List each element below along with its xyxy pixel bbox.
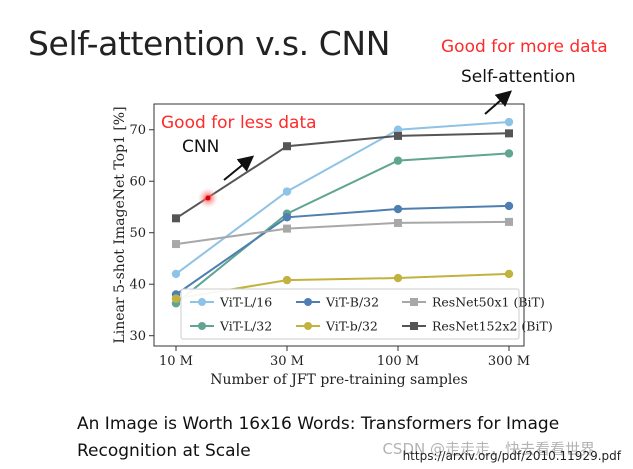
legend-marker [304,322,312,330]
series-line [175,220,510,246]
data-point [504,269,514,279]
data-point [172,214,180,223]
legend-marker [410,298,418,306]
data-point [283,142,291,151]
data-point [171,294,181,303]
series-resnet50x1-bit-4 [172,217,513,249]
series-line [175,132,510,220]
legend-item-vit-l-32: ViT-L/32 [190,319,272,334]
data-point [172,240,180,249]
data-point [394,131,402,140]
legend-item-vit-b-32: ViT-B/32 [296,295,379,310]
data-point [505,129,513,138]
data-point [283,224,291,233]
legend-marker [410,322,418,330]
x-tick-label: 300 M [488,354,530,369]
y-tick-label: 60 [129,175,146,190]
y-tick-label: 30 [129,329,146,344]
watermark: CSDN @走走走，快去看看世界 [382,440,595,458]
caption-line-2: Recognition at Scale [77,441,251,461]
caption-line-1: An Image is Worth 16x16 Words: Transform… [77,414,560,434]
data-point [394,218,402,227]
legend-label: ViT-b/32 [325,319,378,334]
legend-item-vit-b-32: ViT-b/32 [296,319,378,334]
y-tick-label: 70 [129,123,146,138]
data-point [504,117,514,127]
cnn-arrow [223,155,255,181]
y-tick-label: 40 [129,278,146,293]
legend-box [180,288,520,340]
legend-item-vit-l-16: ViT-L/16 [190,295,272,310]
data-point [393,204,403,214]
data-point [171,269,181,279]
y-tick-label: 50 [129,226,146,241]
data-point [504,149,514,158]
legend-item-resnet50x1-bit: ResNet50x1 (BiT) [402,295,545,310]
paper-url: https://arxiv.org/pdf/2010.11929.pdf [402,449,621,463]
series-vit-b-32-2 [171,201,514,299]
cursor-dot [205,195,211,201]
note-cnn: CNN [182,137,220,157]
legend: ViT-L/16 ViT-B/32 ResNet50x1 (BiT) ViT-L/32… [180,288,553,340]
note-good-for-more-data: Good for more data [441,37,608,57]
series-resnet152x2-bit-5 [172,129,513,223]
data-point [393,273,403,283]
data-point [504,201,514,211]
series-line [175,204,510,296]
y-axis-label: Linear 5-shot ImageNet Top1 [%] [112,106,128,343]
x-tick-label: 100 M [377,354,419,369]
legend-label: ResNet50x1 (BiT) [432,295,545,310]
legend-marker [198,298,206,306]
series-line [175,121,510,275]
legend-item-resnet152x2-bit: ResNet152x2 (BiT) [402,319,553,334]
legend-marker [198,322,206,330]
note-self-attention: Self-attention [461,67,576,87]
legend-label: ResNet152x2 (BiT) [432,319,553,334]
note-good-for-less-data: Good for less data [161,113,317,133]
data-point [505,217,513,226]
x-tick-label: 10 M [159,354,193,369]
legend-label: ViT-B/32 [325,295,379,310]
legend-label: ViT-L/16 [219,295,272,310]
x-axis-label: Number of JFT pre-training samples [210,372,468,388]
legend-label: ViT-L/32 [219,319,272,334]
self-attention-arrow [484,90,513,115]
data-point [282,213,292,222]
legend-marker [304,298,312,306]
data-point [282,187,292,196]
series-line [175,152,510,305]
y-axis: 30 40 50 60 70 [129,123,154,344]
series-vit-l-16-0 [171,117,514,279]
x-tick-label: 30 M [270,354,304,369]
data-point [393,156,403,165]
x-axis: 10 M 30 M 100 M 300 M [159,346,530,369]
slide-title: Self-attention v.s. CNN [28,24,391,63]
data-point [393,125,403,134]
data-point [282,275,292,285]
